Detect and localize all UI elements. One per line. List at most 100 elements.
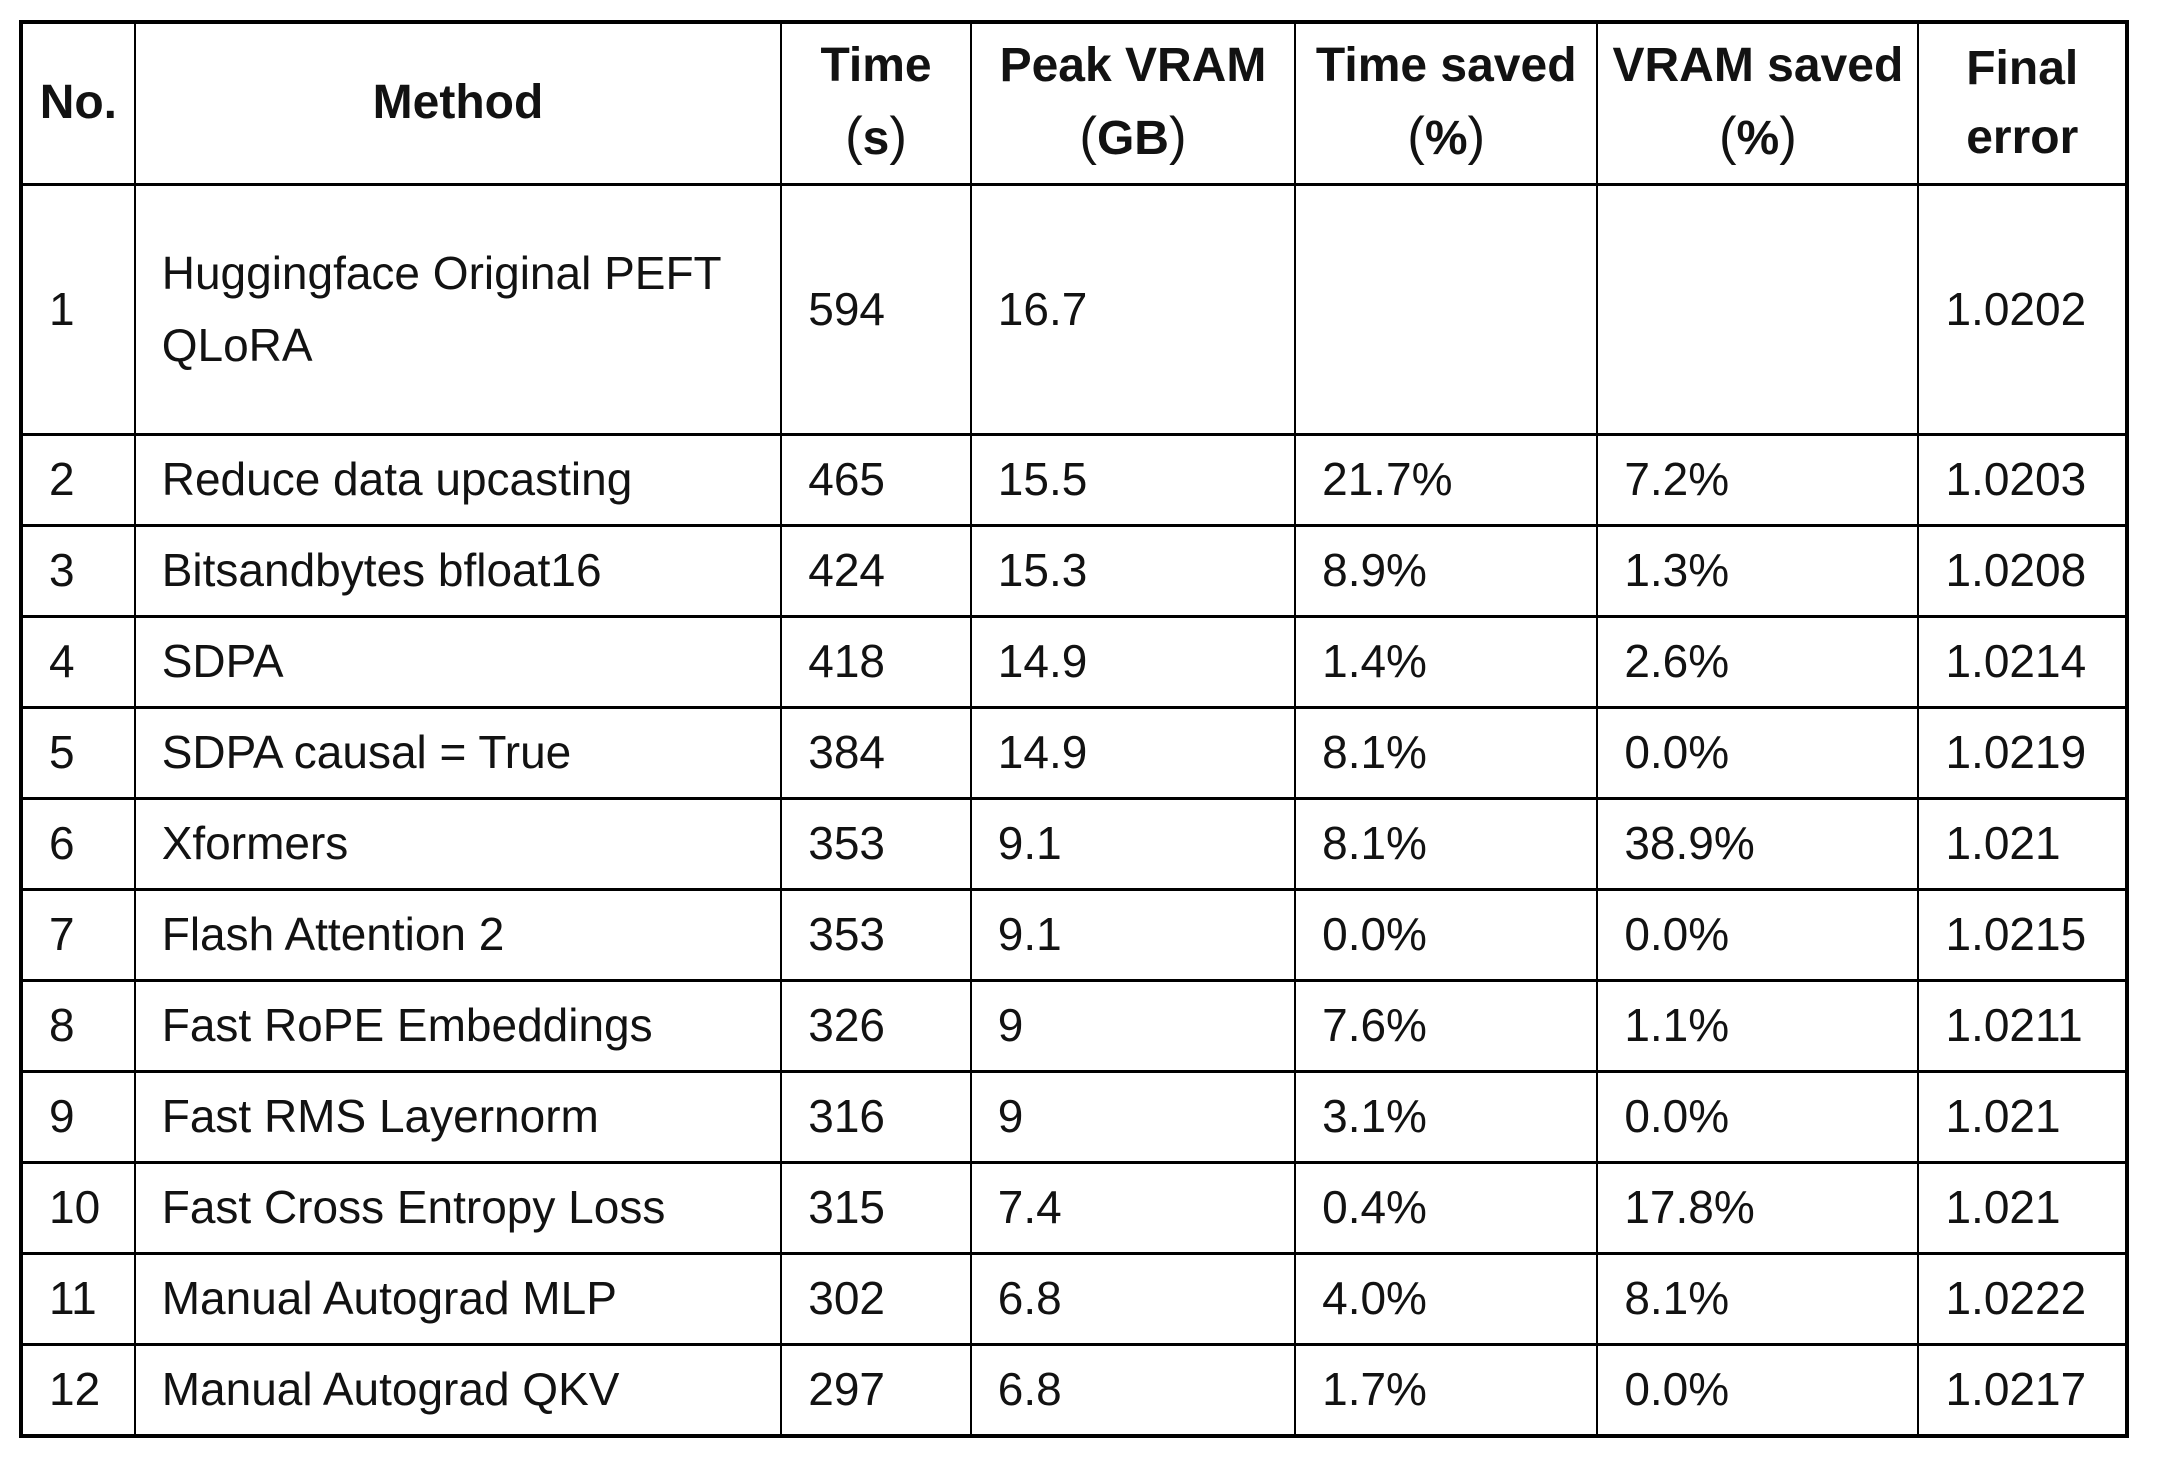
cell-vram-saved: 1.1% xyxy=(1596,979,1920,1074)
cell-peak-vram: 9.1 xyxy=(969,888,1297,983)
cell-final-error: 1.0208 xyxy=(1917,524,2128,619)
cell-method: Reduce data upcasting xyxy=(133,433,783,528)
cell-vram-saved: 17.8% xyxy=(1596,1161,1920,1255)
cell-time-saved xyxy=(1294,183,1599,437)
cell-no: 10 xyxy=(20,1161,136,1255)
cell-time: 353 xyxy=(780,888,972,983)
cell-time-saved: 1.7% xyxy=(1294,1342,1599,1438)
cell-vram-saved: 7.2% xyxy=(1596,433,1920,528)
table-row: 7 Flash Attention 2 353 9.1 0.0% 0.0% 1.… xyxy=(20,888,2128,983)
column-unit: (%) xyxy=(1604,100,1911,175)
paren-open: ( xyxy=(845,107,863,167)
cell-no: 7 xyxy=(20,888,136,983)
cell-vram-saved: 8.1% xyxy=(1596,1251,1920,1346)
column-title: Time saved xyxy=(1315,39,1577,92)
table-row: 9 Fast RMS Layernorm 316 9 3.1% 0.0% 1.0… xyxy=(20,1070,2128,1164)
table-row: 5 SDPA causal = True 384 14.9 8.1% 0.0% … xyxy=(20,706,2128,801)
cell-peak-vram: 7.4 xyxy=(969,1161,1297,1255)
column-unit: (GB) xyxy=(978,100,1288,175)
table-row: 11 Manual Autograd MLP 302 6.8 4.0% 8.1%… xyxy=(20,1251,2128,1346)
column-title: Time xyxy=(820,39,932,92)
cell-time-saved: 7.6% xyxy=(1294,979,1599,1074)
cell-time-saved: 0.0% xyxy=(1294,888,1599,983)
table-row: 2 Reduce data upcasting 465 15.5 21.7% 7… xyxy=(20,433,2128,528)
cell-final-error: 1.0214 xyxy=(1917,615,2128,710)
cell-time-saved: 4.0% xyxy=(1294,1251,1599,1346)
cell-method: Fast RMS Layernorm xyxy=(133,1070,783,1164)
cell-final-error: 1.0215 xyxy=(1917,888,2128,983)
cell-time-saved: 0.4% xyxy=(1294,1161,1599,1255)
cell-vram-saved: 38.9% xyxy=(1596,797,1920,892)
cell-peak-vram: 16.7 xyxy=(969,183,1297,437)
cell-no: 11 xyxy=(20,1251,136,1346)
cell-time: 297 xyxy=(780,1342,972,1438)
column-title: VRAM saved xyxy=(1612,39,1904,92)
cell-method: SDPA causal = True xyxy=(133,706,783,801)
results-table: No. Method Time (s) Peak VRAM (GB) Time … xyxy=(19,20,2129,1438)
cell-final-error: 1.021 xyxy=(1917,797,2128,892)
paren-close: ) xyxy=(889,107,907,167)
cell-peak-vram: 9 xyxy=(969,1070,1297,1164)
table-row: 12 Manual Autograd QKV 297 6.8 1.7% 0.0%… xyxy=(20,1342,2128,1438)
unit-text: % xyxy=(1736,112,1780,166)
column-title: No. xyxy=(39,76,118,130)
cell-time-saved: 3.1% xyxy=(1294,1070,1599,1164)
cell-no: 8 xyxy=(20,979,136,1074)
cell-final-error: 1.0202 xyxy=(1917,183,2128,437)
cell-time: 424 xyxy=(780,524,972,619)
cell-time: 594 xyxy=(780,183,972,437)
cell-final-error: 1.0203 xyxy=(1917,433,2128,528)
cell-method: Fast Cross Entropy Loss xyxy=(133,1161,783,1255)
cell-peak-vram: 15.5 xyxy=(969,433,1297,528)
cell-method: Xformers xyxy=(133,797,783,892)
cell-peak-vram: 9.1 xyxy=(969,797,1297,892)
cell-time: 353 xyxy=(780,797,972,892)
column-title: Method xyxy=(372,76,544,130)
cell-time: 418 xyxy=(780,615,972,710)
cell-vram-saved: 0.0% xyxy=(1596,888,1920,983)
cell-time-saved: 1.4% xyxy=(1294,615,1599,710)
table-row: 8 Fast RoPE Embeddings 326 9 7.6% 1.1% 1… xyxy=(20,979,2128,1074)
cell-final-error: 1.0217 xyxy=(1917,1342,2128,1438)
cell-method: SDPA xyxy=(133,615,783,710)
cell-no: 6 xyxy=(20,797,136,892)
cell-method: Manual Autograd MLP xyxy=(133,1251,783,1346)
cell-final-error: 1.021 xyxy=(1917,1161,2128,1255)
cell-time: 326 xyxy=(780,979,972,1074)
cell-peak-vram: 6.8 xyxy=(969,1342,1297,1438)
cell-peak-vram: 9 xyxy=(969,979,1297,1074)
paren-open: ( xyxy=(1079,107,1097,167)
cell-method: Flash Attention 2 xyxy=(133,888,783,983)
cell-peak-vram: 14.9 xyxy=(969,615,1297,710)
unit-text: s xyxy=(862,112,890,166)
cell-no: 3 xyxy=(20,524,136,619)
cell-time: 315 xyxy=(780,1161,972,1255)
column-title-line2: error xyxy=(1966,110,2079,164)
column-unit: (%) xyxy=(1302,100,1590,175)
cell-vram-saved: 0.0% xyxy=(1596,1342,1920,1438)
header-row: No. Method Time (s) Peak VRAM (GB) Time … xyxy=(20,20,2128,187)
col-header-method: Method xyxy=(133,20,783,187)
table-row: 4 SDPA 418 14.9 1.4% 2.6% 1.0214 xyxy=(20,615,2128,710)
cell-final-error: 1.0211 xyxy=(1917,979,2128,1074)
cell-no: 9 xyxy=(20,1070,136,1164)
cell-no: 1 xyxy=(20,183,136,437)
table-row: 3 Bitsandbytes bfloat16 424 15.3 8.9% 1.… xyxy=(20,524,2128,619)
table-row: 6 Xformers 353 9.1 8.1% 38.9% 1.021 xyxy=(20,797,2128,892)
cell-time: 465 xyxy=(780,433,972,528)
cell-no: 4 xyxy=(20,615,136,710)
cell-method: Huggingface Original PEFT QLoRA xyxy=(133,183,783,437)
col-header-no: No. xyxy=(20,20,136,187)
cell-final-error: 1.0219 xyxy=(1917,706,2128,801)
cell-peak-vram: 15.3 xyxy=(969,524,1297,619)
cell-method: Bitsandbytes bfloat16 xyxy=(133,524,783,619)
cell-no: 2 xyxy=(20,433,136,528)
cell-time: 384 xyxy=(780,706,972,801)
column-title: Peak VRAM xyxy=(999,39,1267,92)
unit-text: GB xyxy=(1096,112,1169,166)
cell-final-error: 1.021 xyxy=(1917,1070,2128,1164)
cell-time-saved: 8.1% xyxy=(1294,706,1599,801)
cell-no: 5 xyxy=(20,706,136,801)
cell-vram-saved: 0.0% xyxy=(1596,1070,1920,1164)
